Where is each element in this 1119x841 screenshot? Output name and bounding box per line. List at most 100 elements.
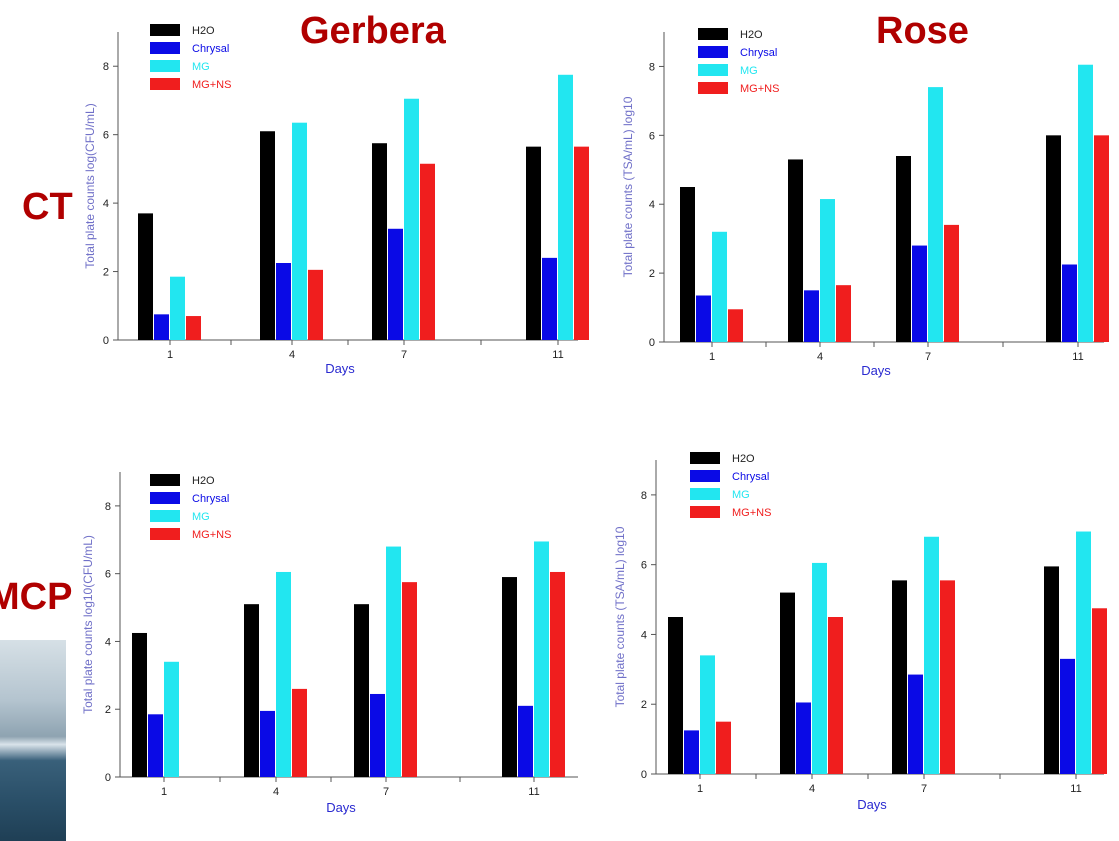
y-tick-label: 8 — [641, 490, 647, 502]
bar-chrysal-day-11 — [518, 705, 533, 777]
y-axis-title: Total plate counts (TSA/mL) log10 — [613, 526, 627, 707]
x-tick-label: 11 — [1070, 783, 1081, 795]
y-tick-label: 0 — [105, 772, 111, 784]
legend-label-h2o: H2O — [192, 25, 215, 37]
legend-label-mg-ns: MG+NS — [732, 507, 771, 519]
x-tick-label: 7 — [921, 783, 927, 795]
bar-h2o-day-4 — [244, 604, 259, 777]
column-title-rose: Rose — [876, 10, 969, 52]
bar-mg-ns-day-11 — [1094, 135, 1109, 342]
legend-label-h2o: H2O — [192, 475, 215, 487]
x-tick-label: 1 — [161, 786, 167, 798]
x-tick-label: 7 — [925, 351, 931, 363]
y-tick-label: 4 — [103, 198, 109, 210]
y-tick-label: 4 — [649, 199, 655, 211]
legend-swatch-mg — [150, 60, 180, 72]
bar-h2o-day-4 — [260, 131, 275, 340]
background-photo — [0, 640, 66, 841]
bar-mg-ns-day-4 — [836, 285, 851, 342]
bar-mg-day-7 — [386, 546, 401, 777]
x-tick-label: 1 — [709, 351, 715, 363]
bar-mg-ns-day-11 — [1092, 608, 1107, 774]
legend-swatch-h2o — [150, 24, 180, 36]
bar-mg-day-1 — [170, 276, 185, 340]
bar-h2o-day-7 — [892, 580, 907, 774]
bar-h2o-day-4 — [780, 592, 795, 774]
x-tick-label: 1 — [697, 783, 703, 795]
bar-mg-day-11 — [534, 541, 549, 777]
bar-h2o-day-7 — [354, 604, 369, 777]
legend-swatch-mg — [690, 488, 720, 500]
x-tick-label: 11 — [1072, 351, 1083, 363]
bar-h2o-day-1 — [668, 617, 683, 774]
bar-h2o-day-1 — [138, 213, 153, 340]
legend-swatch-mg-ns — [150, 528, 180, 540]
row-title-ct: CT — [22, 186, 73, 228]
bar-chrysal-day-7 — [388, 228, 403, 340]
y-axis-title: Total plate counts log10(CFU/mL) — [81, 535, 95, 714]
y-tick-label: 6 — [641, 560, 647, 572]
bar-chrysal-day-1 — [148, 714, 163, 777]
legend-label-mg-ns: MG+NS — [192, 529, 231, 541]
legend-label-h2o: H2O — [732, 453, 755, 465]
x-tick-label: 4 — [289, 349, 295, 361]
x-axis-title: Days — [325, 361, 355, 376]
bar-mg-ns-day-4 — [292, 688, 307, 777]
bar-mg-day-4 — [812, 562, 827, 774]
y-tick-label: 0 — [649, 337, 655, 349]
y-tick-label: 6 — [103, 130, 109, 142]
legend-label-mg: MG — [740, 65, 758, 77]
legend-swatch-chrysal — [690, 470, 720, 482]
legend-label-h2o: H2O — [740, 29, 763, 41]
y-tick-label: 2 — [649, 268, 655, 280]
bar-mg-day-7 — [928, 87, 943, 342]
bar-h2o-day-11 — [526, 146, 541, 340]
bar-chrysal-day-11 — [542, 257, 557, 340]
y-axis-title: Total plate counts log(CFU/mL) — [83, 103, 97, 268]
bar-h2o-day-7 — [372, 143, 387, 340]
bar-mg-ns-day-7 — [420, 163, 435, 340]
bar-h2o-day-11 — [502, 577, 517, 777]
bar-chrysal-day-4 — [804, 290, 819, 342]
bar-chrysal-day-11 — [1060, 658, 1075, 774]
bar-mg-ns-day-11 — [550, 571, 565, 777]
bar-mg-day-7 — [924, 536, 939, 774]
x-tick-label: 4 — [809, 783, 815, 795]
bar-mg-day-4 — [292, 122, 307, 340]
legend-swatch-h2o — [150, 474, 180, 486]
y-tick-label: 0 — [103, 335, 109, 347]
y-tick-label: 4 — [105, 636, 111, 648]
legend-swatch-mg — [150, 510, 180, 522]
y-tick-label: 4 — [641, 629, 647, 641]
legend-swatch-mg-ns — [698, 82, 728, 94]
bar-mg-day-1 — [164, 661, 179, 777]
bar-mg-day-11 — [1078, 64, 1093, 342]
legend-swatch-h2o — [690, 452, 720, 464]
y-tick-label: 6 — [105, 569, 111, 581]
bar-h2o-day-4 — [788, 159, 803, 342]
y-axis-title: Total plate counts (TSA/mL) log10 — [621, 96, 635, 277]
bar-mg-ns-day-4 — [308, 269, 323, 340]
y-tick-label: 2 — [105, 704, 111, 716]
x-tick-label: 1 — [167, 349, 173, 361]
bar-chrysal-day-7 — [370, 693, 385, 777]
row-title-mcp: MCP — [0, 576, 73, 618]
legend-swatch-mg — [698, 64, 728, 76]
column-title-gerbera: Gerbera — [300, 10, 446, 52]
y-tick-label: 8 — [103, 61, 109, 73]
y-tick-label: 2 — [103, 267, 109, 279]
x-tick-label: 4 — [817, 351, 823, 363]
bar-h2o-day-7 — [896, 156, 911, 342]
legend-label-chrysal: Chrysal — [192, 43, 229, 55]
bar-mg-ns-day-1 — [716, 721, 731, 774]
bar-mg-ns-day-7 — [402, 582, 417, 777]
x-axis-title: Days — [326, 800, 356, 815]
x-tick-label: 11 — [528, 786, 539, 798]
bar-mg-ns-day-1 — [728, 309, 743, 342]
legend-label-mg: MG — [192, 511, 210, 523]
legend-swatch-mg-ns — [150, 78, 180, 90]
legend-label-mg-ns: MG+NS — [192, 79, 231, 91]
